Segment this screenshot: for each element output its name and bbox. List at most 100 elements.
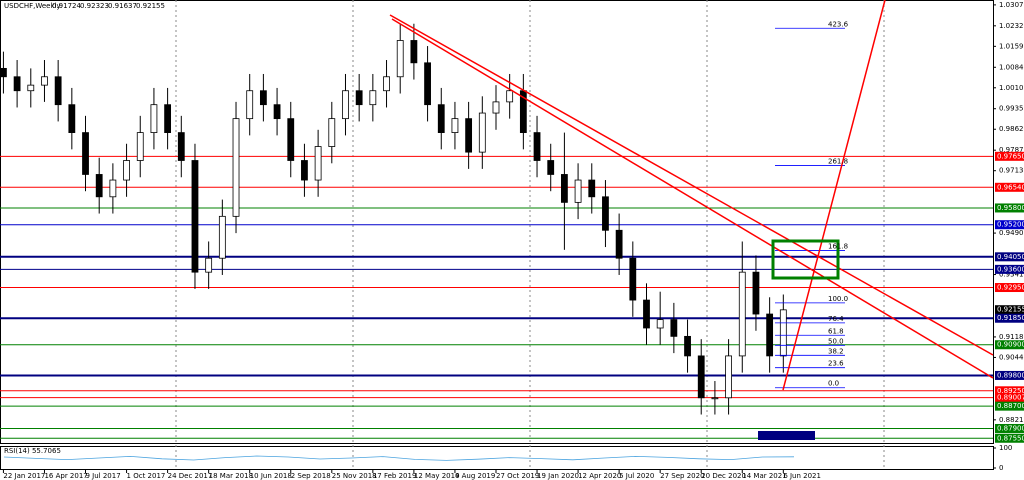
level-tag-label: 0.89800 bbox=[997, 371, 1024, 379]
level-tag-label: 0.91850 bbox=[997, 314, 1024, 322]
candle-body bbox=[629, 257, 637, 301]
candle-body bbox=[287, 118, 295, 161]
candle-body bbox=[684, 335, 691, 357]
x-tick-label: 22 Jan 2017 bbox=[3, 472, 45, 480]
y-tick-label: 0.93415 bbox=[999, 271, 1024, 279]
fib-label: 261.8 bbox=[828, 158, 848, 166]
y-tick-label: 1.03075 bbox=[999, 1, 1024, 9]
candle-body bbox=[0, 67, 7, 78]
level-tag-label: 0.92950 bbox=[997, 284, 1024, 292]
candle-body bbox=[670, 319, 678, 337]
candle-body bbox=[205, 257, 213, 273]
candle-body bbox=[328, 118, 336, 147]
level-tag: 0.93600 bbox=[995, 264, 1024, 274]
candle-body bbox=[27, 84, 35, 92]
candle-body bbox=[465, 118, 473, 153]
level-tag-label: 0.88700 bbox=[997, 402, 1024, 410]
candle-body bbox=[752, 271, 760, 315]
rsi-panel bbox=[0, 446, 994, 470]
level-tag-box bbox=[995, 401, 1024, 411]
x-tick-label: 12 May 2019 bbox=[414, 472, 460, 480]
level-tag: 0.87550 bbox=[995, 433, 1024, 443]
x-tick-label: 24 Dec 2017 bbox=[168, 472, 213, 480]
x-tick-label: 10 Jun 2018 bbox=[250, 472, 292, 480]
candle-body bbox=[533, 132, 541, 161]
fib-label: 423.6 bbox=[828, 20, 849, 28]
level-tag-label: 0.97650 bbox=[997, 152, 1024, 160]
rsi-tick-label: 0 bbox=[999, 464, 1003, 472]
x-tick-label: 1 Oct 2017 bbox=[127, 472, 166, 480]
candle-body bbox=[54, 76, 62, 106]
rsi-line bbox=[3, 455, 795, 461]
marks bbox=[0, 4, 996, 473]
level-tag-label: 0.89007 bbox=[997, 394, 1024, 402]
candle-body bbox=[301, 160, 308, 181]
level-tag: 0.91850 bbox=[995, 313, 1024, 323]
level-tag-box bbox=[995, 182, 1024, 192]
fib-label: 61.8 bbox=[828, 327, 844, 335]
fib-label: 23.6 bbox=[828, 360, 844, 368]
level-tag-label: 0.92155 bbox=[997, 306, 1024, 314]
candle-body bbox=[13, 76, 21, 92]
candle-body bbox=[41, 76, 48, 86]
level-tag-label: 0.96540 bbox=[997, 183, 1024, 191]
fib-label: 76.4 bbox=[828, 315, 844, 323]
x-tick-label: 19 Jan 2020 bbox=[537, 472, 579, 480]
candle-body bbox=[273, 104, 281, 120]
candle-body bbox=[369, 90, 377, 106]
level-tag-box bbox=[995, 283, 1024, 293]
level-tag-box bbox=[995, 423, 1024, 433]
x-tick-label: 6 Jun 2021 bbox=[783, 472, 821, 480]
candle-body bbox=[82, 132, 89, 175]
level-tag-box bbox=[995, 433, 1024, 443]
x-tick-label: 14 Mar 2021 bbox=[742, 472, 786, 480]
x-tick-label: 17 Feb 2019 bbox=[373, 472, 417, 480]
x-tick-label: 18 Mar 2018 bbox=[209, 472, 253, 480]
x-tick-label: 20 Dec 2020 bbox=[701, 472, 746, 480]
level-tag-label: 0.87900 bbox=[997, 424, 1024, 432]
candle-body bbox=[711, 397, 719, 400]
trendline bbox=[782, 0, 886, 391]
header-symbol: USDCHF,Weekly bbox=[4, 2, 61, 10]
level-tag: 0.95200 bbox=[995, 220, 1024, 230]
candle-body bbox=[574, 179, 582, 203]
level-tag: 0.89007 bbox=[995, 393, 1024, 403]
candle-body bbox=[437, 104, 445, 133]
candle-body bbox=[766, 313, 774, 357]
y-tick-label: 0.90445 bbox=[999, 353, 1024, 361]
level-tag: 0.94050 bbox=[995, 252, 1024, 262]
level-tag: 0.92950 bbox=[995, 283, 1024, 293]
candle-body bbox=[492, 101, 500, 114]
candle-body bbox=[410, 40, 418, 64]
level-tag-box bbox=[995, 313, 1024, 323]
x-tick-label: 2 Sep 2018 bbox=[291, 472, 331, 480]
candle-body bbox=[725, 355, 732, 399]
price-panel bbox=[0, 0, 994, 444]
level-tag-box bbox=[995, 203, 1024, 213]
x-tick-label: 4 Aug 2019 bbox=[455, 472, 495, 480]
x-tick-label: 16 Apr 2017 bbox=[44, 472, 87, 480]
candle-body bbox=[246, 90, 254, 120]
level-tag-label: 0.89250 bbox=[997, 387, 1024, 395]
candle-body bbox=[615, 229, 623, 259]
level-tag-label: 0.94050 bbox=[997, 253, 1024, 261]
level-tag-box bbox=[995, 252, 1024, 262]
level-tag: 0.89250 bbox=[995, 386, 1024, 396]
candle-body bbox=[123, 160, 130, 181]
level-tag-box bbox=[995, 393, 1024, 403]
candle-body bbox=[355, 90, 363, 106]
candle-body bbox=[383, 76, 390, 92]
level-tag: 0.95800 bbox=[995, 203, 1024, 213]
level-tag: 0.87900 bbox=[995, 423, 1024, 433]
level-tag: 0.96540 bbox=[995, 182, 1024, 192]
candle-body bbox=[164, 104, 172, 133]
candle-body bbox=[643, 299, 650, 329]
candle-body bbox=[136, 132, 144, 161]
candle-body bbox=[602, 196, 609, 231]
candle-body bbox=[424, 62, 431, 106]
